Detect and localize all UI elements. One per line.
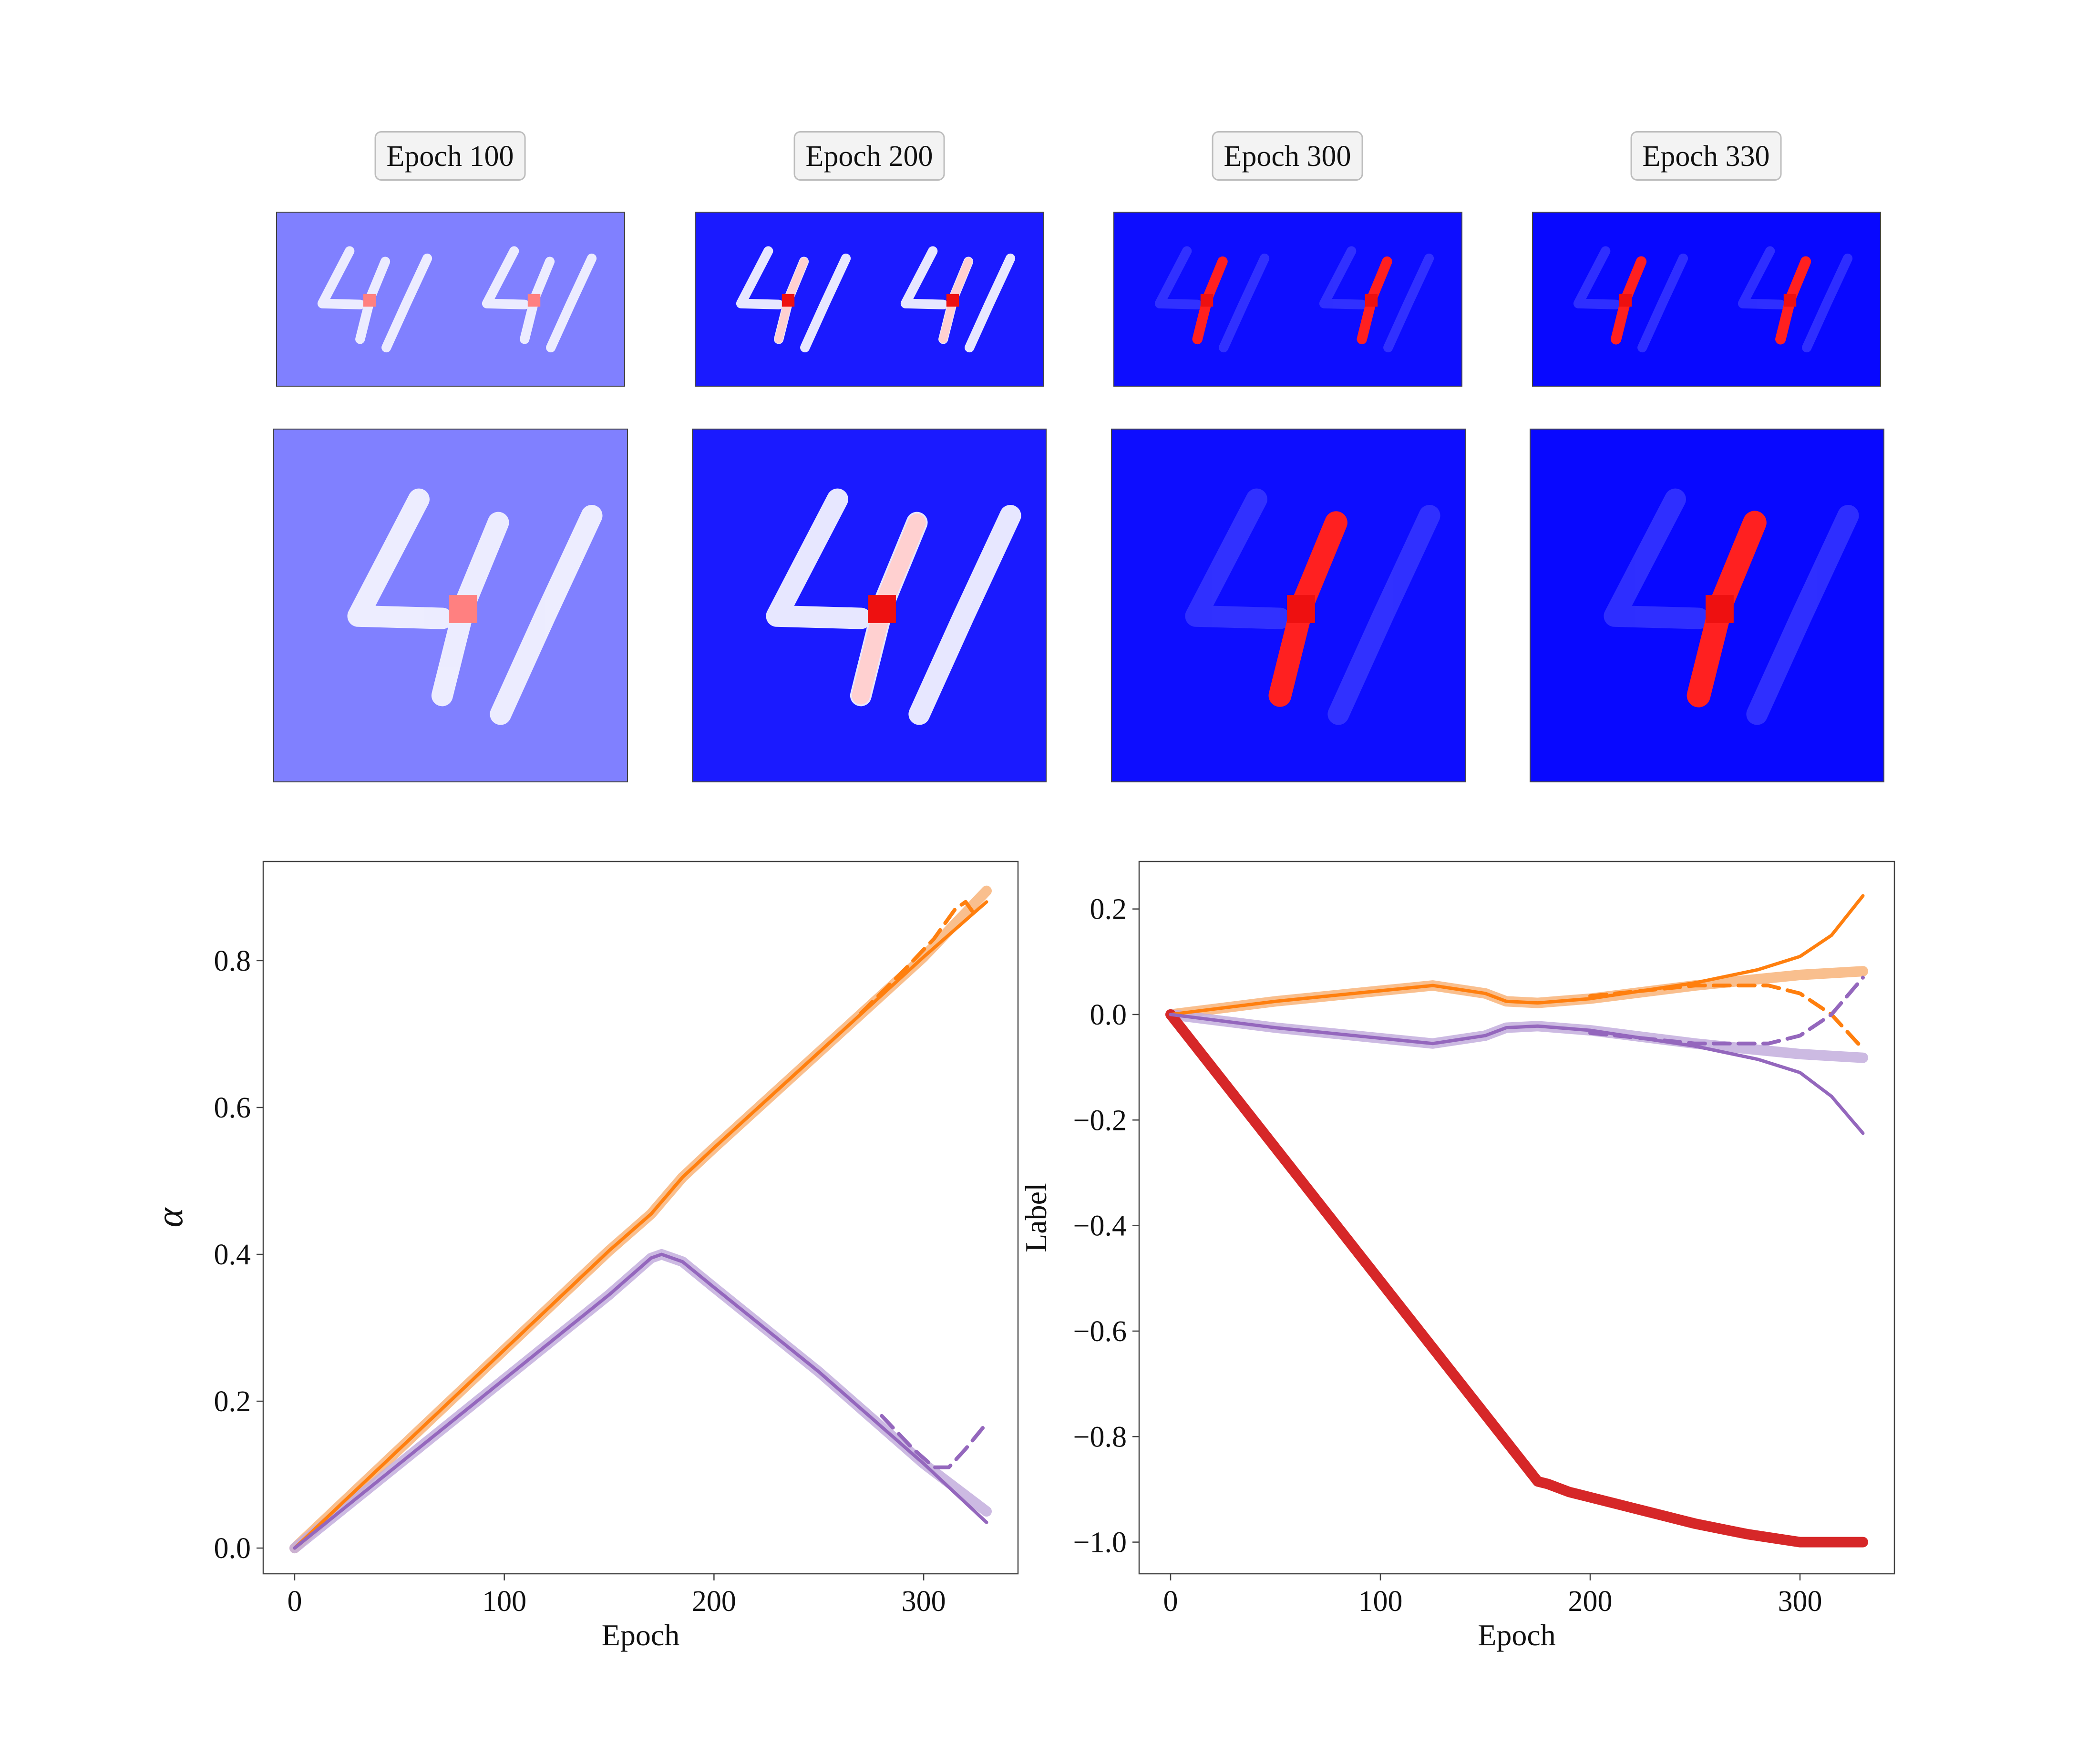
digit-small-right-2 xyxy=(905,251,1010,348)
salient-pixel xyxy=(782,294,795,307)
digit-large-4 xyxy=(1615,499,1848,714)
salient-pixel xyxy=(946,294,959,307)
salient-pixel xyxy=(1619,294,1632,307)
x-tick-label-200: 200 xyxy=(692,1585,736,1618)
series-line-5 xyxy=(880,1414,988,1469)
y-tick-label-1: 0.2 xyxy=(214,1385,251,1418)
digit-large-3 xyxy=(1196,499,1430,714)
x-tick-label-0: 0 xyxy=(287,1585,302,1618)
series-line-6 xyxy=(1165,1009,1868,1548)
label-chart: 0 100 200 300 0.2 0.0 −0.2 −0.4 −0.6 −0.8 −1.0 Epoc… xyxy=(1019,861,1895,1652)
digit-small-left-1 xyxy=(322,251,427,348)
y-axis-label: Label xyxy=(1019,1183,1053,1252)
salient-pixel xyxy=(1287,595,1315,623)
salient-pixel xyxy=(449,595,477,623)
salient-pixel xyxy=(1200,294,1214,307)
y-tick-label-4: −0.6 xyxy=(1073,1315,1127,1348)
series-line-3 xyxy=(293,1252,988,1550)
digit-small-right-1 xyxy=(487,251,592,348)
x-tick-label-100: 100 xyxy=(1358,1585,1403,1618)
digit-small-right-4 xyxy=(1743,251,1848,348)
y-axis-label: α xyxy=(149,1207,190,1227)
panel-title-epoch-100: Epoch 100 xyxy=(374,131,526,181)
digit-small-left-3 xyxy=(1160,251,1265,348)
plot-area xyxy=(1138,861,1895,1575)
digit-large-1 xyxy=(358,499,592,714)
digit-small-left-4 xyxy=(1578,251,1683,348)
salient-pixel xyxy=(363,294,376,307)
alpha-chart: 0 100 200 300 0.0 0.2 0.4 0.6 0.8 Epoch α xyxy=(149,861,1019,1652)
y-tick-label-3: −0.4 xyxy=(1073,1210,1127,1242)
salient-pixel xyxy=(1783,294,1797,307)
series-line-2 xyxy=(859,900,978,1015)
y-tick-label-0: 0.2 xyxy=(1090,893,1127,926)
saliency-panels xyxy=(273,212,1884,782)
series-line-1 xyxy=(1169,894,1865,1016)
y-tick-label-0: 0.0 xyxy=(214,1532,251,1565)
y-tick-label-5: −0.8 xyxy=(1073,1421,1127,1453)
salient-pixel xyxy=(1706,595,1734,623)
x-tick-label-300: 300 xyxy=(902,1585,946,1618)
y-tick-label-6: −1.0 xyxy=(1073,1527,1127,1559)
series-line-4 xyxy=(1169,1013,1865,1135)
x-tick-label-300: 300 xyxy=(1778,1585,1822,1618)
digit-small-right-3 xyxy=(1324,251,1429,348)
x-tick-label-100: 100 xyxy=(482,1585,526,1618)
y-tick-label-1: 0.0 xyxy=(1090,999,1127,1031)
series-group xyxy=(1165,894,1868,1548)
panel-title-epoch-300: Epoch 300 xyxy=(1212,131,1363,181)
x-axis-label: Epoch xyxy=(1478,1618,1556,1652)
y-tick-label-2: −0.2 xyxy=(1073,1104,1127,1137)
salient-pixel xyxy=(868,595,896,623)
series-group xyxy=(289,885,992,1554)
x-axis-label: Epoch xyxy=(602,1618,680,1652)
x-tick-label-200: 200 xyxy=(1568,1585,1613,1618)
panel-title-epoch-330: Epoch 330 xyxy=(1630,131,1782,181)
salient-pixel xyxy=(1365,294,1378,307)
y-tick-label-2: 0.4 xyxy=(214,1239,251,1271)
x-tick-label-0: 0 xyxy=(1163,1585,1178,1618)
series-line-5 xyxy=(1588,975,1865,1046)
y-tick-label-4: 0.8 xyxy=(214,945,251,977)
series-line-2 xyxy=(1588,984,1865,1051)
salient-pixel xyxy=(527,294,541,307)
y-tick-label-3: 0.6 xyxy=(214,1092,251,1124)
digit-large-2 xyxy=(777,499,1010,714)
panel-title-epoch-200: Epoch 200 xyxy=(793,131,945,181)
digit-small-left-2 xyxy=(741,251,846,348)
